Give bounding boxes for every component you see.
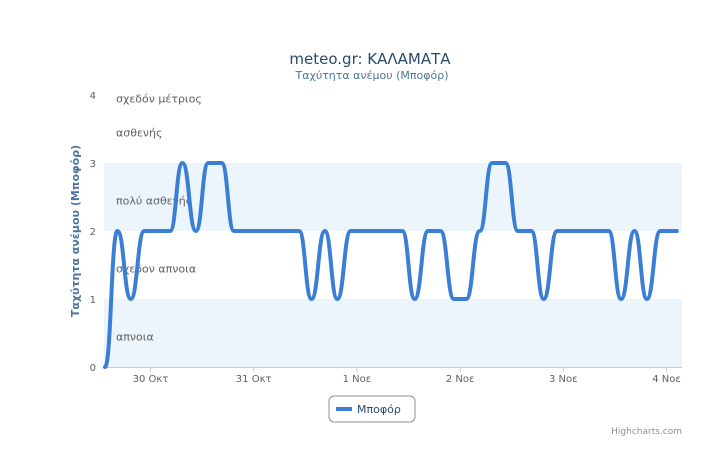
chart-title: meteo.gr: ΚΑΛΑΜΑΤΑ [289,50,451,68]
legend-box[interactable] [328,395,416,423]
band-label-3: ασθενής [116,126,162,139]
x-tick-label-5: 4 Νοε [652,374,681,385]
y-tick-label-0: 0 [90,363,96,374]
plot-band-0 [104,299,682,367]
x-tick-label-4: 3 Νοε [549,374,578,385]
legend[interactable]: Μποφόρ [328,395,416,423]
x-tick-label-3: 2 Νοε [446,374,475,385]
band-labels: απνοια σχεδον απνοια πολύ ασθενής ασθενής σχ… [116,92,202,343]
band-label-1: σχεδον απνοια [116,262,196,275]
credits-link[interactable]: Highcharts.com [611,427,682,437]
y-tick-label-2: 2 [90,227,96,238]
chart-subtitle: Ταχύτητα ανέμου (Μποφόρ) [295,69,449,82]
band-label-2: πολύ ασθενής [116,194,192,207]
y-axis-title: Ταχύτητα ανέμου (Μποφόρ) [69,145,82,317]
series-line-0 [103,161,679,369]
y-tick-label-1: 1 [90,295,96,306]
x-tick-label-1: 31 Οκτ [236,374,272,385]
x-tick-label-0: 30 Οκτ [133,374,169,385]
series-layer [103,161,679,369]
legend-item-label[interactable]: Μποφόρ [357,403,401,416]
y-tick-label-4: 4 [90,91,96,102]
y-tick-label-3: 3 [90,159,96,170]
band-label-4: σχεδόν μέτριος [116,92,202,105]
plot-bands [104,163,682,367]
x-tick-label-2: 1 Νοε [343,374,372,385]
band-label-0: απνοια [116,330,154,343]
axes: 0 1 2 3 4 30 Οκτ 31 Οκτ 1 Νοε 2 Νοε 3 Νοε 4 Νοε [90,91,682,385]
